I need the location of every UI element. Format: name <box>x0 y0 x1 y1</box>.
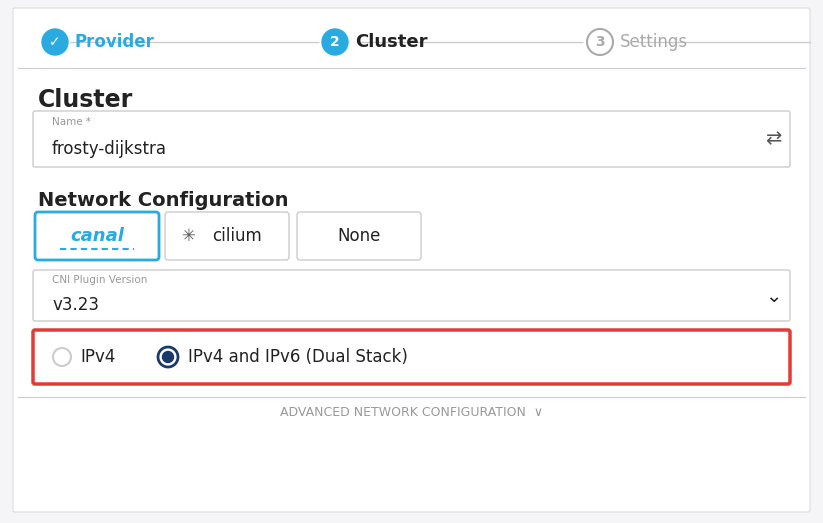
Text: frosty-dijkstra: frosty-dijkstra <box>52 140 167 158</box>
Text: 3: 3 <box>595 35 605 49</box>
Circle shape <box>322 29 348 55</box>
Text: Cluster: Cluster <box>355 33 427 51</box>
Circle shape <box>53 348 71 366</box>
Text: ADVANCED NETWORK CONFIGURATION  ∨: ADVANCED NETWORK CONFIGURATION ∨ <box>281 405 543 418</box>
Text: ⇄: ⇄ <box>765 130 781 149</box>
FancyBboxPatch shape <box>297 212 421 260</box>
Text: ✓: ✓ <box>49 35 61 49</box>
Text: Name *: Name * <box>52 117 91 127</box>
Text: Network Configuration: Network Configuration <box>38 190 289 210</box>
Circle shape <box>162 351 174 362</box>
FancyBboxPatch shape <box>35 212 159 260</box>
FancyBboxPatch shape <box>33 330 790 384</box>
Text: v3.23: v3.23 <box>52 296 99 314</box>
FancyBboxPatch shape <box>33 270 790 321</box>
Text: IPv4: IPv4 <box>80 348 115 366</box>
Circle shape <box>587 29 613 55</box>
Text: ⌄: ⌄ <box>765 287 781 305</box>
Text: Settings: Settings <box>620 33 688 51</box>
Text: cilium: cilium <box>212 227 262 245</box>
FancyBboxPatch shape <box>165 212 289 260</box>
Text: Provider: Provider <box>75 33 155 51</box>
Text: Cluster: Cluster <box>38 88 133 112</box>
FancyBboxPatch shape <box>33 111 790 167</box>
Text: 2: 2 <box>330 35 340 49</box>
Text: None: None <box>337 227 381 245</box>
Circle shape <box>42 29 68 55</box>
Text: canal: canal <box>70 227 124 245</box>
Text: CNI Plugin Version: CNI Plugin Version <box>52 275 147 285</box>
Circle shape <box>158 347 178 367</box>
Text: ✳: ✳ <box>181 227 195 245</box>
FancyBboxPatch shape <box>13 8 810 512</box>
Text: IPv4 and IPv6 (Dual Stack): IPv4 and IPv6 (Dual Stack) <box>188 348 408 366</box>
